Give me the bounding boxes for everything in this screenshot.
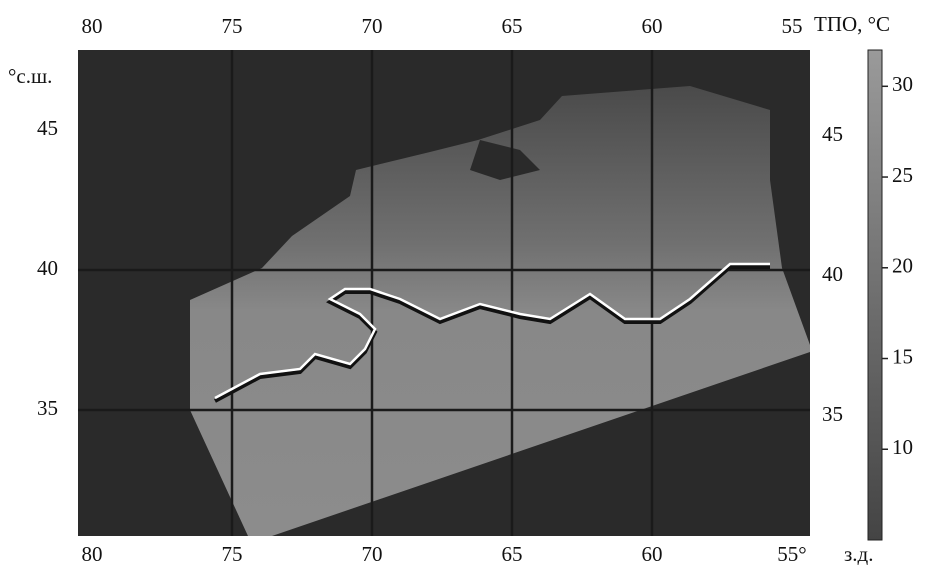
lon-tick-label: 75 [222,542,243,566]
lat-tick-label: 45 [822,122,843,146]
lon-tick-label: 80 [82,14,103,38]
colorbar [868,50,882,540]
lat-tick-label: 40 [37,256,58,280]
lat-tick-label: 40 [822,262,843,286]
lon-tick-label: 75 [222,14,243,38]
lon-tick-label: 60 [642,542,663,566]
lon-tick-label: 65 [502,14,523,38]
colorbar-tick-label: 25 [892,163,913,187]
lon-unit: з.д. [844,542,873,566]
colorbar-tick-label: 10 [892,435,913,459]
colorbar-tick-label: 20 [892,254,913,278]
colorbar-title: ТПО, °C [814,12,890,36]
lon-tick-label: 60 [642,14,663,38]
colorbar-tick-label: 15 [892,344,913,368]
lon-tick-label: 65 [502,542,523,566]
sst-map-figure: °с.ш. з.д. ТПО, °C 80 75 70 65 60 55 80 75 70 65 6… [0,0,932,572]
lon-tick-label: 55 [782,14,803,38]
lon-tick-label: 70 [362,542,383,566]
colorbar-tick-label: 30 [892,72,913,96]
lat-tick-label: 35 [822,402,843,426]
lon-tick-label: 70 [362,14,383,38]
lat-unit: °с.ш. [8,64,52,88]
lat-tick-label: 35 [37,396,58,420]
lon-tick-label: 55° [777,542,806,566]
lat-tick-label: 45 [37,116,58,140]
lon-tick-label: 80 [82,542,103,566]
